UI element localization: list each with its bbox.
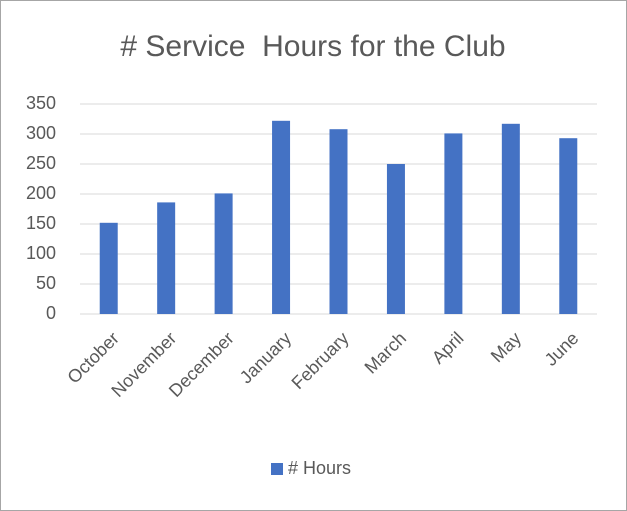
bar bbox=[99, 222, 118, 314]
bar bbox=[214, 193, 233, 314]
y-tick-label: 350 bbox=[26, 93, 56, 113]
bar bbox=[501, 123, 520, 314]
y-tick-label: 150 bbox=[26, 213, 56, 233]
chart-title: # Service Hours for the Club bbox=[120, 30, 505, 63]
y-tick-label: 100 bbox=[26, 243, 56, 263]
bar bbox=[559, 138, 578, 314]
legend-swatch bbox=[271, 463, 283, 475]
y-tick-label: 50 bbox=[36, 273, 56, 293]
bar bbox=[272, 120, 291, 314]
y-tick-label: 0 bbox=[46, 303, 56, 323]
legend-label: # Hours bbox=[288, 458, 351, 478]
bar bbox=[329, 129, 348, 314]
y-tick-label: 300 bbox=[26, 123, 56, 143]
bar bbox=[157, 202, 176, 314]
y-tick-label: 250 bbox=[26, 153, 56, 173]
y-tick-label: 200 bbox=[26, 183, 56, 203]
bar bbox=[444, 133, 463, 314]
bar bbox=[386, 164, 405, 314]
